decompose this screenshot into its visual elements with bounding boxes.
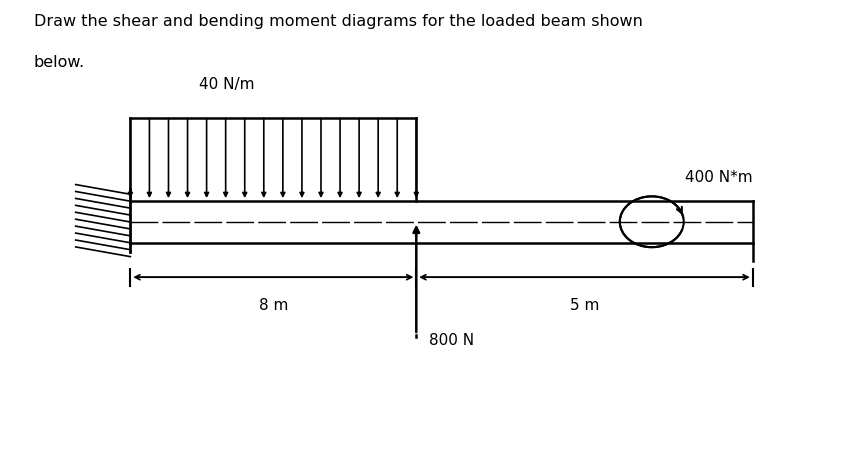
Text: 40 N/m: 40 N/m xyxy=(199,78,255,92)
Text: 5 m: 5 m xyxy=(570,298,599,313)
Text: 400 N*m: 400 N*m xyxy=(685,170,753,185)
Text: 8 m: 8 m xyxy=(259,298,288,313)
Text: below.: below. xyxy=(34,55,85,70)
Text: 800 N: 800 N xyxy=(429,333,474,347)
Bar xyxy=(130,201,753,243)
Text: Draw the shear and bending moment diagrams for the loaded beam shown: Draw the shear and bending moment diagra… xyxy=(34,14,643,29)
